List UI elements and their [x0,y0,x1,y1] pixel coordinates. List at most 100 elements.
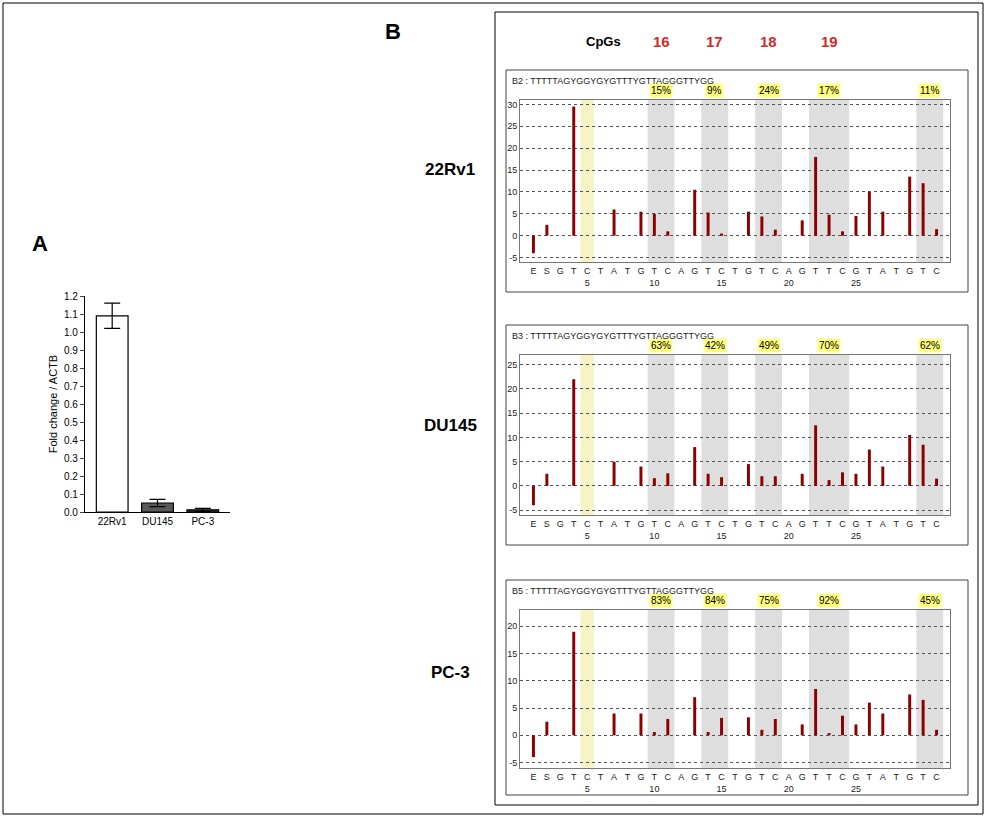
svg-text:10: 10 [507,676,517,686]
svg-text:G: G [799,266,806,288]
svg-text:B2 : TTTTTAGYGGYGYGTTTYGTTAGGG: B2 : TTTTTAGYGGYGYGTTTYGTTAGGGTTYGG [512,76,714,86]
svg-text:C: C [772,772,779,794]
svg-text:49%: 49% [759,340,779,351]
svg-text:C15: C15 [717,266,727,288]
svg-text:T: T [920,519,926,541]
svg-text:0.5: 0.5 [64,417,78,428]
svg-text:G: G [691,266,698,288]
svg-text:S: S [544,772,550,794]
svg-text:T: T [867,772,873,794]
svg-text:T: T [598,772,604,794]
svg-text:T: T [920,266,926,288]
svg-text:C5: C5 [584,266,591,288]
svg-text:A: A [678,772,684,794]
svg-text:A20: A20 [784,519,794,541]
svg-text:19: 19 [821,33,838,50]
svg-text:-5: -5 [509,253,517,263]
svg-text:T: T [826,772,832,794]
svg-text:92%: 92% [819,595,839,606]
svg-text:20: 20 [507,384,517,394]
svg-text:T: T [732,519,738,541]
svg-text:A: A [32,231,48,256]
svg-text:-5: -5 [509,505,517,515]
svg-text:C: C [839,266,846,288]
svg-text:24%: 24% [759,85,779,96]
svg-text:A: A [678,519,684,541]
svg-text:20: 20 [507,621,517,631]
svg-text:T: T [625,772,631,794]
svg-text:70%: 70% [819,340,839,351]
svg-text:G: G [799,519,806,541]
svg-text:E: E [530,772,536,794]
svg-text:C15: C15 [717,519,727,541]
svg-text:A: A [880,266,886,288]
svg-text:T: T [732,772,738,794]
svg-text:T: T [867,266,873,288]
svg-text:B5 : TTTTTAGYGGYGYGTTTYGTTAGGG: B5 : TTTTTAGYGGYGYGTTTYGTTAGGGTTYGG [512,586,714,596]
svg-text:G: G [691,519,698,541]
svg-text:9%: 9% [707,85,722,96]
svg-text:T: T [867,519,873,541]
svg-text:5: 5 [512,457,517,467]
svg-text:Fold change / ACTB: Fold change / ACTB [47,355,59,453]
svg-text:10: 10 [507,433,517,443]
svg-text:G: G [799,772,806,794]
svg-text:T: T [625,519,631,541]
svg-text:T: T [813,519,819,541]
svg-text:G25: G25 [851,772,861,794]
svg-text:S: S [544,266,550,288]
svg-text:C: C [772,519,779,541]
svg-text:C: C [933,519,940,541]
svg-text:C: C [665,519,672,541]
svg-text:T: T [826,519,832,541]
svg-text:B: B [385,19,401,44]
svg-text:42%: 42% [705,340,725,351]
svg-text:CpGs: CpGs [586,34,621,49]
svg-text:T: T [813,266,819,288]
svg-text:10: 10 [507,187,517,197]
svg-text:17%: 17% [819,85,839,96]
svg-text:1.1: 1.1 [64,309,78,320]
svg-text:0: 0 [512,481,517,491]
svg-text:30: 30 [507,100,517,110]
svg-text:A: A [611,266,617,288]
svg-text:0.6: 0.6 [64,399,78,410]
svg-text:T: T [759,519,765,541]
svg-text:83%: 83% [651,595,671,606]
svg-text:G: G [557,519,564,541]
svg-text:T10: T10 [649,772,659,794]
svg-text:G: G [637,519,644,541]
svg-text:G: G [745,266,752,288]
svg-text:G: G [906,266,913,288]
svg-text:T10: T10 [649,519,659,541]
svg-text:20: 20 [507,143,517,153]
svg-text:T: T [705,772,711,794]
svg-text:A: A [880,519,886,541]
svg-text:C: C [772,266,779,288]
svg-text:C5: C5 [584,519,591,541]
svg-text:25: 25 [507,121,517,131]
svg-text:22Rv1: 22Rv1 [98,516,127,527]
svg-text:-5: -5 [509,758,517,768]
svg-text:C5: C5 [584,772,591,794]
svg-text:PC-3: PC-3 [191,516,214,527]
svg-text:G: G [557,772,564,794]
svg-text:E: E [530,519,536,541]
svg-text:15: 15 [507,649,517,659]
svg-text:C: C [933,266,940,288]
svg-text:15: 15 [507,408,517,418]
svg-text:T: T [571,266,577,288]
svg-text:A: A [880,772,886,794]
svg-text:T: T [920,772,926,794]
svg-text:T: T [571,519,577,541]
svg-text:G: G [906,519,913,541]
svg-text:T: T [571,772,577,794]
svg-text:5: 5 [512,703,517,713]
svg-text:0.7: 0.7 [64,381,78,392]
svg-text:T: T [625,266,631,288]
svg-text:A20: A20 [784,266,794,288]
svg-text:25: 25 [507,360,517,370]
svg-text:84%: 84% [705,595,725,606]
svg-text:G: G [557,266,564,288]
svg-text:18: 18 [760,33,777,50]
